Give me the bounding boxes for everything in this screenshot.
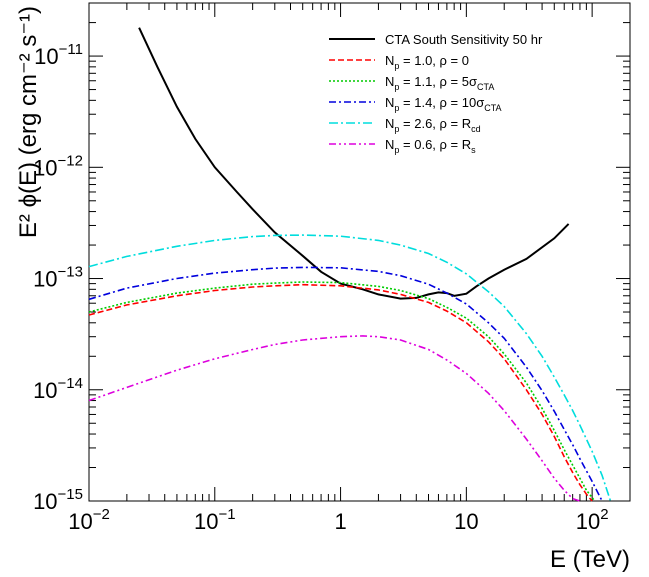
y-axis-title: E² ϕ(E) (erg cm⁻² s⁻¹)	[15, 6, 42, 238]
y-tick-labels: 10−15 10−14 10−13 10−12 10−11	[33, 41, 83, 514]
series-line-5	[88, 335, 581, 502]
series-line-3	[88, 266, 603, 502]
series-line-4	[88, 234, 612, 502]
legend: CTA South Sensitivity 50 hr Np = 1.0, ρ =…	[329, 32, 543, 155]
x-tick-label: 1	[334, 509, 346, 534]
y-tick-label: 10−14	[33, 375, 83, 403]
legend-label-4: Np = 2.6, ρ = Rcd	[385, 116, 481, 134]
legend-label-3: Np = 1.4, ρ = 10σCTA	[385, 95, 502, 113]
legend-label-5: Np = 0.6, ρ = Rs	[385, 137, 476, 155]
legend-label-0: CTA South Sensitivity 50 hr	[385, 32, 543, 47]
x-axis-title: E (TeV)	[550, 546, 630, 573]
x-tick-label: 102	[576, 506, 609, 534]
series-line-1	[88, 283, 593, 502]
minor-ticks	[88, 2, 631, 502]
x-tick-label: 10	[454, 509, 478, 534]
y-tick-label: 10−11	[34, 41, 83, 69]
x-tick-labels: 10−2 10−1 1 10 102	[68, 506, 608, 534]
legend-label-1: Np = 1.0, ρ = 0	[385, 53, 469, 71]
y-tick-label: 10−12	[33, 152, 83, 180]
series-lines	[88, 27, 612, 502]
plot-frame	[88, 2, 631, 502]
y-tick-label: 10−15	[33, 486, 83, 514]
y-tick-label: 10−13	[33, 264, 83, 292]
series-line-0	[138, 27, 570, 300]
x-tick-label: 10−1	[194, 506, 236, 534]
legend-label-2: Np = 1.1, ρ = 5σCTA	[385, 74, 494, 92]
x-tick-label: 10−2	[68, 506, 110, 534]
series-line-2	[88, 281, 596, 502]
